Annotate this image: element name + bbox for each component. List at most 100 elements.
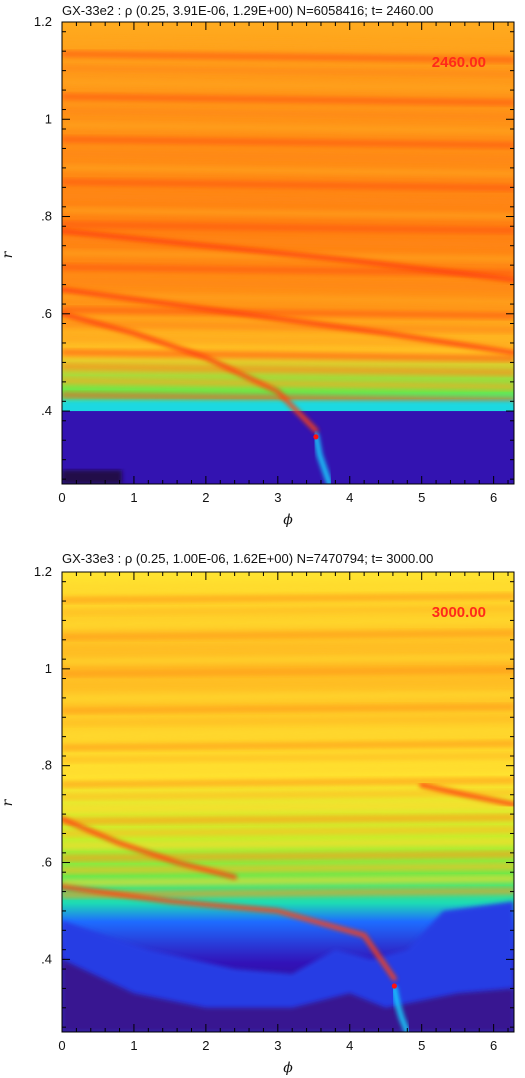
y-tick-label: 1 <box>45 661 52 676</box>
spiral-arm <box>419 782 514 807</box>
spiral-arm <box>62 311 319 434</box>
density-bands <box>62 580 514 899</box>
density-band <box>62 875 514 887</box>
density-band <box>62 36 514 50</box>
density-band <box>62 348 514 362</box>
density-band <box>62 592 514 604</box>
density-band <box>62 826 514 838</box>
density-band <box>62 93 514 107</box>
plot-frame <box>61 21 515 485</box>
density-band <box>62 121 514 135</box>
density-band <box>62 277 514 291</box>
density-band <box>62 740 514 752</box>
density-band <box>62 78 514 92</box>
density-band <box>62 752 514 764</box>
x-tick-label: 1 <box>130 490 137 505</box>
gap-floor <box>62 411 514 484</box>
axes: 0 1 2 3 4 5 6 .4 .6 .8 1 1.2 <box>34 14 514 505</box>
density-band <box>62 617 514 629</box>
density-band <box>62 641 514 653</box>
panel-title: GX-33e2 : ρ (0.25, 3.91E-06, 1.29E+00) N… <box>62 3 433 18</box>
gap-region <box>62 401 514 484</box>
spiral-arm <box>62 884 397 982</box>
density-band <box>62 377 514 391</box>
x-tick-label: 2 <box>202 490 209 505</box>
density-band <box>62 149 514 163</box>
y-tick-label: .8 <box>41 209 52 224</box>
density-band <box>62 678 514 690</box>
density-band <box>62 850 514 862</box>
density-band <box>62 580 514 592</box>
density-band <box>62 64 514 78</box>
heatmap-image <box>62 572 514 1032</box>
spiral-arm <box>62 228 514 283</box>
density-band <box>62 320 514 334</box>
density-band <box>62 135 514 149</box>
density-band <box>62 764 514 776</box>
y-tick-label: 1 <box>45 111 52 126</box>
density-band <box>62 292 514 306</box>
density-band <box>62 50 514 64</box>
density-band <box>62 887 514 899</box>
planet-marker <box>391 983 397 989</box>
density-panel-bottom: GX-33e3 : ρ (0.25, 1.00E-06, 1.62E+00) N… <box>0 551 515 1076</box>
x-tick-label: 5 <box>418 1038 425 1053</box>
density-band <box>62 715 514 727</box>
density-band <box>62 838 514 850</box>
y-tick-label: 1.2 <box>34 14 52 29</box>
density-band <box>62 306 514 320</box>
density-band <box>62 604 514 616</box>
x-tick-label: 0 <box>58 490 65 505</box>
plot-frame <box>61 571 515 1033</box>
gap-floor <box>62 901 514 1032</box>
density-band <box>62 363 514 377</box>
y-tick-label: .8 <box>41 758 52 773</box>
x-tick-label: 3 <box>274 490 281 505</box>
x-tick-label: 1 <box>130 1038 137 1053</box>
x-tick-label: 6 <box>490 490 497 505</box>
density-band <box>62 666 514 678</box>
gap-dark-patch <box>62 470 122 484</box>
x-tick-label: 3 <box>274 1038 281 1053</box>
x-axis-label: ϕ <box>283 512 293 528</box>
time-stamp: 3000.00 <box>432 604 486 621</box>
density-band <box>62 178 514 192</box>
axes: 0 1 2 3 4 5 6 .4 .6 .8 1 1.2 <box>34 564 514 1053</box>
density-band <box>62 813 514 825</box>
density-band <box>62 654 514 666</box>
density-band <box>62 776 514 788</box>
heatmap-image <box>62 22 514 484</box>
density-band <box>62 221 514 235</box>
x-tick-label: 4 <box>346 1038 353 1053</box>
density-band <box>62 192 514 206</box>
density-band <box>62 703 514 715</box>
density-band <box>62 801 514 813</box>
density-band <box>62 334 514 348</box>
spiral-arm <box>312 432 333 484</box>
y-tick-label: .4 <box>41 403 52 418</box>
density-band <box>62 629 514 641</box>
x-tick-label: 2 <box>202 1038 209 1053</box>
density-band <box>62 206 514 220</box>
x-tick-label: 5 <box>418 490 425 505</box>
x-tick-label: 0 <box>58 1038 65 1053</box>
density-band <box>62 862 514 874</box>
density-band <box>62 690 514 702</box>
time-stamp: 2460.00 <box>432 54 486 71</box>
planet-marker <box>313 434 319 440</box>
x-axis-label: ϕ <box>283 1060 293 1076</box>
spiral-arm <box>62 816 238 880</box>
density-bands <box>62 36 514 405</box>
density-band <box>62 164 514 178</box>
y-tick-label: 1.2 <box>34 564 52 579</box>
spiral-arm <box>391 985 411 1032</box>
y-axis-label: r <box>0 250 16 258</box>
y-tick-label: .4 <box>41 951 52 966</box>
y-tick-label: .6 <box>41 306 52 321</box>
spiral-arms <box>62 782 514 1032</box>
spiral-arm <box>62 286 514 356</box>
y-tick-label: .6 <box>41 855 52 870</box>
density-panel-top: GX-33e2 : ρ (0.25, 3.91E-06, 1.29E+00) N… <box>0 3 515 528</box>
y-axis-label: r <box>0 798 16 806</box>
